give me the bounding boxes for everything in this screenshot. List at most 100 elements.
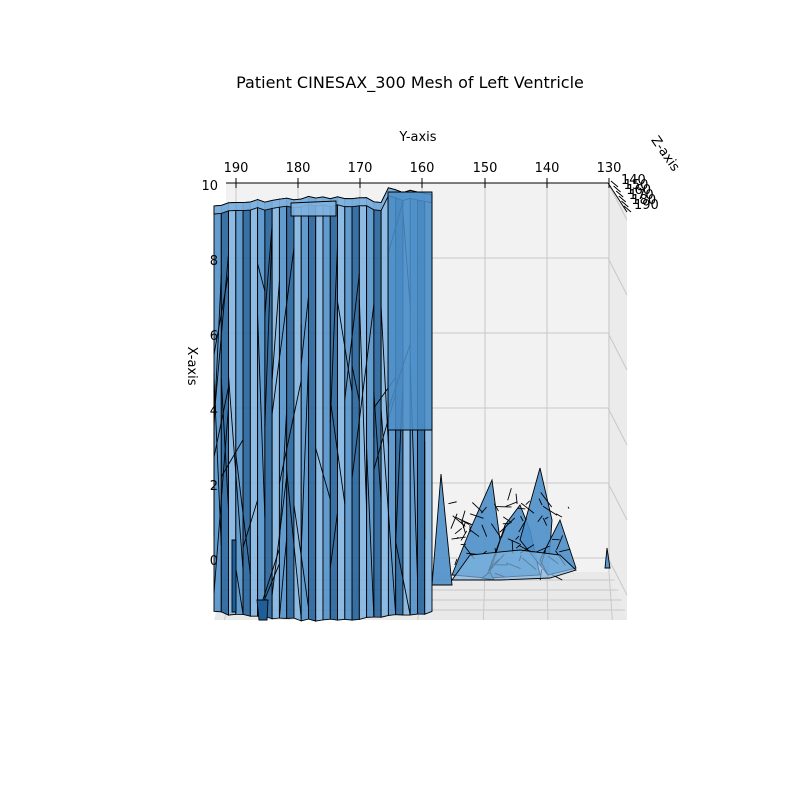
mesh-edge: [366, 448, 375, 618]
mesh-edge: [373, 392, 382, 502]
z-tick-label: 170: [629, 188, 654, 203]
mesh-edge: [315, 448, 331, 500]
mesh-edge: [520, 502, 535, 514]
mesh-main-cylinder: [213, 187, 433, 622]
z-tick-mark: [615, 190, 624, 198]
mesh-face: [290, 200, 337, 217]
mesh-edge: [264, 229, 273, 426]
mesh-face: [366, 196, 375, 618]
mesh-edge: [300, 296, 309, 365]
mesh-face: [308, 195, 317, 622]
mesh-edge: [220, 439, 244, 478]
mesh-edge: [493, 503, 499, 512]
z-tick-mark: [618, 195, 627, 203]
mesh-edge: [351, 365, 360, 402]
mesh-edge: [505, 501, 518, 507]
axes: [226, 182, 628, 213]
mesh-edge: [507, 538, 520, 545]
y-tick-label: 130: [597, 161, 622, 176]
y-tick-label: 160: [410, 161, 435, 176]
z-tick-mark: [610, 180, 619, 188]
z-tick-mark: [623, 205, 632, 213]
mesh-face: [344, 198, 353, 621]
z-tick-mark: [613, 185, 621, 193]
mesh-edge: [515, 543, 522, 549]
mesh-edge: [460, 530, 468, 541]
mesh-edge: [329, 512, 338, 569]
mesh-edge: [515, 493, 518, 504]
chart-title: Patient CINESAX_300 Mesh of Left Ventric…: [236, 73, 584, 93]
mesh-edge: [213, 386, 229, 458]
mesh-edge: [235, 567, 244, 615]
mesh-face: [242, 201, 251, 617]
mesh-edge: [329, 399, 346, 504]
mesh-edge: [460, 519, 473, 526]
mesh-edge: [351, 304, 375, 478]
mesh-edge: [242, 499, 259, 548]
z-tick-label: 140: [621, 173, 646, 188]
y-axis-label: Y-axis: [398, 130, 436, 145]
mesh-edge: [537, 515, 543, 523]
mesh-edge: [500, 526, 506, 538]
mesh-edge: [469, 513, 484, 519]
x-tick-label: 6: [210, 329, 218, 344]
mesh-edge: [278, 380, 302, 484]
mesh-edge: [213, 406, 229, 594]
mesh-edge: [472, 502, 484, 513]
mesh-edge: [358, 299, 368, 511]
mesh-face: [431, 473, 453, 586]
mesh-edge: [507, 488, 512, 501]
mesh-edge: [329, 244, 338, 424]
mesh-face: [300, 195, 309, 622]
x-tick-label: 4: [210, 404, 218, 419]
mesh-edge: [499, 517, 516, 533]
grid-line-side: [607, 332, 628, 371]
mesh-edge: [271, 280, 280, 380]
y-tick-label: 150: [473, 161, 498, 176]
grid-line-side: [607, 557, 628, 596]
mesh-edge: [552, 538, 560, 541]
grid-line-side: [607, 407, 628, 446]
mesh-face: [387, 191, 433, 431]
mesh-edge: [293, 504, 309, 608]
mesh-edge: [448, 501, 457, 505]
mesh-edge: [481, 524, 488, 537]
y-tick-label: 140: [535, 161, 560, 176]
mesh-edge: [542, 517, 548, 526]
mesh-edge: [454, 528, 463, 535]
mesh-face: [380, 187, 389, 618]
x-tick-label: 10: [201, 179, 218, 194]
mesh-face: [604, 547, 611, 569]
mesh-face: [278, 197, 288, 619]
grid-line-side: [607, 182, 628, 221]
mesh-edge: [380, 307, 389, 445]
mesh-edge: [454, 558, 458, 566]
mesh-edge: [450, 513, 458, 529]
mesh-edge: [451, 536, 466, 540]
mesh-edge: [556, 535, 564, 551]
mesh-face: [451, 549, 577, 581]
mesh-edge: [228, 376, 244, 571]
mesh-edge: [300, 363, 309, 551]
z-axis-line: [607, 182, 628, 213]
mesh-edge: [257, 315, 266, 518]
mesh-edge: [538, 498, 543, 506]
side-pane: [608, 183, 627, 620]
mesh-edge: [235, 454, 251, 574]
mesh-face: [256, 599, 269, 621]
z-axis-label: Z-axis: [647, 134, 682, 175]
tick-labels: 190 180 170 160 150 140 1301086420140150160170…: [201, 161, 658, 569]
mesh-face: [231, 539, 237, 613]
mesh-edge: [555, 513, 563, 518]
z-tick-label: 190: [634, 198, 659, 213]
mesh-face: [249, 198, 259, 617]
mesh-face: [322, 196, 331, 621]
mesh-edge: [490, 523, 502, 539]
mesh-edge: [517, 507, 526, 510]
mesh-small-peaks: [431, 467, 611, 586]
mesh-edge: [542, 505, 558, 516]
mesh-face: [351, 197, 360, 621]
mesh-edge: [395, 541, 411, 616]
z-tick-label: 160: [626, 183, 651, 198]
mesh-edge: [567, 506, 570, 509]
